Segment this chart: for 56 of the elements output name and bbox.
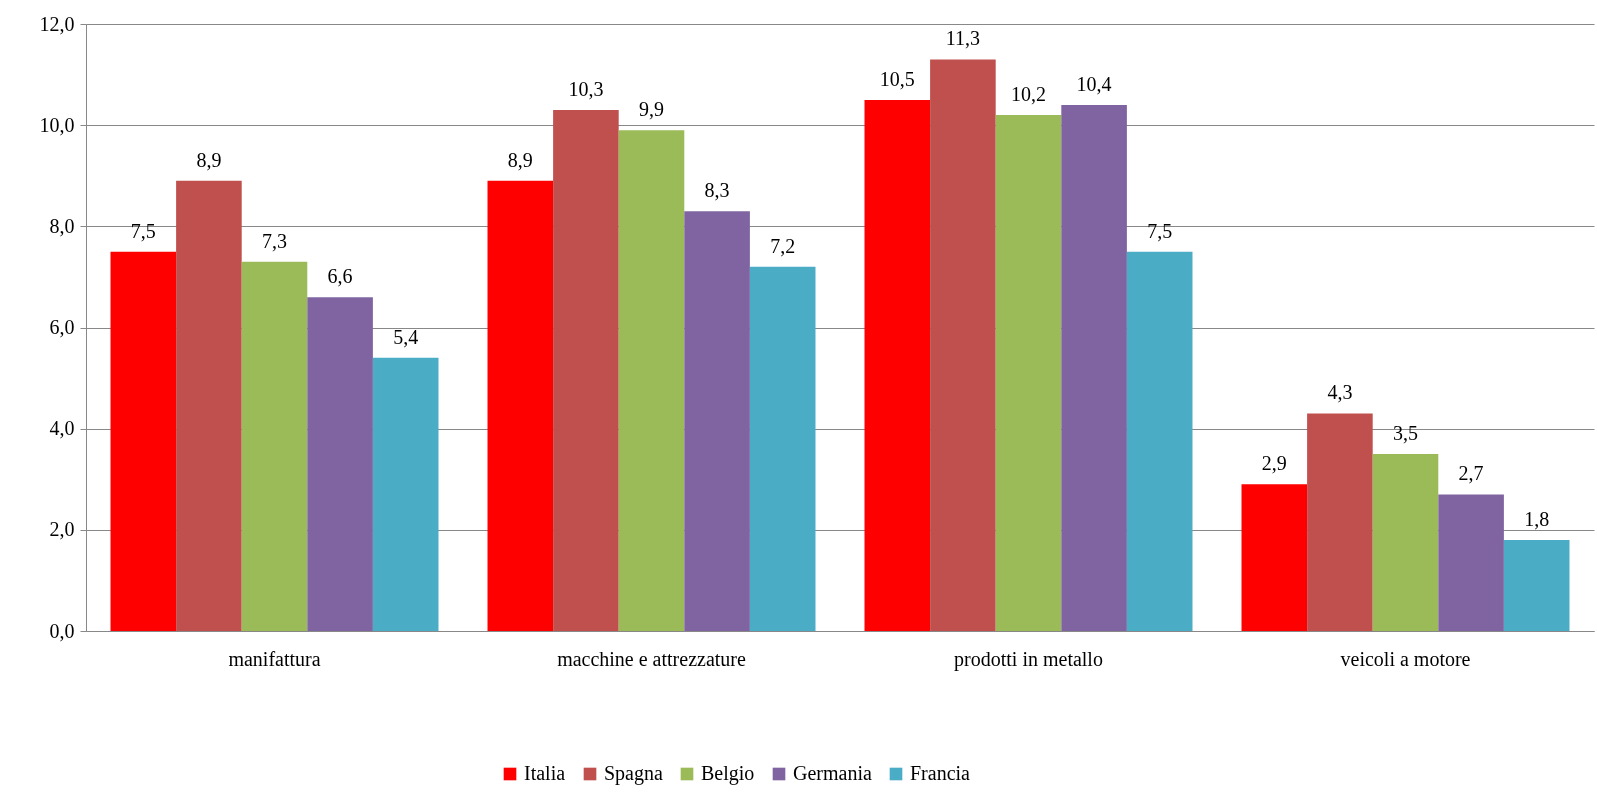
bar bbox=[684, 211, 750, 631]
bar bbox=[307, 297, 373, 631]
data-label: 7,2 bbox=[770, 234, 796, 257]
bar bbox=[1307, 413, 1373, 631]
bar bbox=[1061, 104, 1127, 631]
bar bbox=[1503, 539, 1570, 631]
bar bbox=[930, 59, 996, 631]
data-label: 3,5 bbox=[1393, 421, 1418, 444]
data-label: 10,5 bbox=[879, 67, 915, 90]
bar bbox=[1126, 251, 1193, 631]
data-label: 7,3 bbox=[262, 229, 287, 252]
data-label: 5,4 bbox=[393, 325, 419, 348]
x-tick-label: veicoli a motore bbox=[1340, 647, 1471, 670]
data-label: 11,3 bbox=[945, 27, 981, 50]
x-tick-label: macchine e attrezzature bbox=[557, 647, 746, 670]
bar bbox=[176, 180, 242, 631]
legend-label: Francia bbox=[910, 762, 971, 784]
legend-label: Italia bbox=[524, 762, 566, 784]
data-label: 4,3 bbox=[1327, 381, 1353, 404]
bar bbox=[110, 251, 177, 631]
data-label: 7,5 bbox=[1147, 219, 1173, 242]
legend-label: Spagna bbox=[604, 762, 663, 785]
bar bbox=[1372, 453, 1439, 631]
legend-label: Germania bbox=[793, 762, 872, 784]
bar bbox=[487, 180, 554, 631]
y-tick-label: 4,0 bbox=[49, 417, 75, 440]
data-label: 2,9 bbox=[1261, 452, 1287, 475]
bar bbox=[372, 357, 439, 631]
bar bbox=[749, 266, 816, 631]
data-label: 8,9 bbox=[196, 148, 222, 171]
data-label: 1,8 bbox=[1524, 507, 1550, 530]
x-tick-label: manifattura bbox=[228, 647, 321, 670]
data-label: 9,9 bbox=[639, 98, 664, 121]
y-tick-label: 12,0 bbox=[39, 12, 75, 35]
bar bbox=[864, 99, 931, 631]
data-label: 10,2 bbox=[1011, 83, 1046, 106]
y-tick-label: 6,0 bbox=[49, 316, 75, 338]
x-tick-label: prodotti in metallo bbox=[954, 647, 1103, 671]
legend-label: Belgio bbox=[701, 762, 755, 785]
y-tick-label: 8,0 bbox=[49, 214, 75, 237]
data-label: 8,9 bbox=[507, 148, 533, 171]
bar bbox=[241, 261, 308, 631]
y-tick-label: 2,0 bbox=[49, 518, 75, 541]
data-label: 10,3 bbox=[568, 77, 604, 100]
data-label: 10,4 bbox=[1076, 72, 1112, 95]
data-label: 8,3 bbox=[704, 179, 730, 202]
bar bbox=[1241, 484, 1308, 631]
bar bbox=[995, 115, 1062, 631]
data-label: 6,6 bbox=[327, 265, 353, 288]
data-label: 2,7 bbox=[1458, 462, 1484, 485]
bar bbox=[618, 130, 685, 631]
data-label: 7,5 bbox=[130, 219, 156, 242]
y-tick-label: 10,0 bbox=[39, 113, 75, 136]
bar bbox=[1438, 494, 1504, 631]
y-tick-label: 0,0 bbox=[49, 619, 75, 642]
bar bbox=[553, 109, 619, 631]
